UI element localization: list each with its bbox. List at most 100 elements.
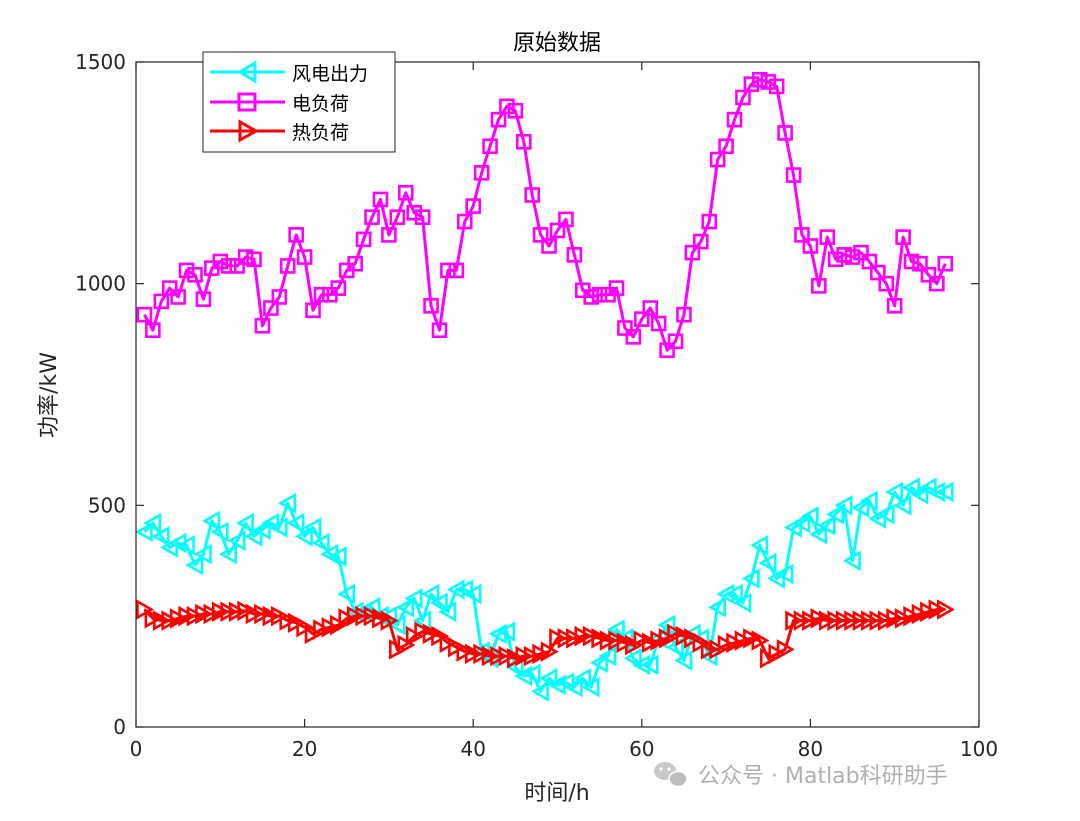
legend-marker-electric — [237, 92, 257, 112]
y-tick-label: 0 — [113, 715, 126, 739]
data-point-wind — [463, 583, 482, 605]
data-point-heat — [237, 600, 256, 622]
data-point-heat — [835, 610, 854, 631]
data-point-electric — [490, 111, 507, 128]
data-point-heat — [582, 625, 601, 647]
data-point-heat — [574, 625, 593, 647]
data-point-heat — [776, 639, 795, 660]
data-point-wind — [885, 481, 904, 503]
data-point-heat — [220, 601, 239, 622]
watermark: 公众号 · Matlab科研助手 — [654, 762, 948, 789]
data-point-heat — [818, 610, 837, 631]
data-point-wind — [581, 676, 600, 698]
data-point-electric — [220, 258, 237, 274]
data-point-wind — [606, 619, 625, 640]
data-point-heat — [431, 625, 450, 647]
data-point-wind — [623, 648, 642, 669]
data-point-electric — [229, 258, 245, 274]
data-point-heat — [658, 628, 677, 649]
data-point-electric — [254, 317, 271, 334]
data-point-electric — [237, 249, 254, 265]
data-point-heat — [330, 614, 348, 636]
data-point-heat — [869, 610, 888, 631]
data-point-wind — [640, 654, 659, 676]
data-point-wind — [219, 543, 238, 565]
data-point-electric — [735, 89, 751, 106]
data-point-heat — [726, 632, 745, 654]
data-point-electric — [381, 227, 397, 243]
data-point-electric — [541, 238, 557, 254]
data-point-wind — [337, 583, 356, 605]
data-point-wind — [716, 583, 735, 605]
data-point-electric — [364, 209, 380, 225]
data-point-electric — [667, 333, 684, 350]
data-point-wind — [185, 554, 204, 576]
data-point-electric — [811, 278, 827, 294]
data-point-wind — [328, 546, 347, 567]
data-point-wind — [598, 645, 617, 667]
data-point-electric — [861, 253, 878, 270]
data-point-wind — [842, 550, 861, 571]
data-point-heat — [684, 628, 703, 649]
legend-marker-wind — [237, 60, 257, 84]
legend-entry-electric: 电负荷 — [210, 92, 349, 115]
data-point-electric — [524, 187, 541, 203]
data-point-electric — [617, 320, 633, 336]
data-point-heat — [287, 612, 306, 634]
x-axis-label: 时间/h — [524, 781, 589, 806]
data-point-electric — [136, 306, 153, 323]
legend-label-electric: 电负荷 — [292, 93, 349, 115]
data-point-electric — [355, 231, 372, 248]
data-point-electric — [153, 293, 170, 310]
data-point-heat — [136, 599, 155, 620]
legend-entry-wind: 风电出力 — [210, 60, 368, 85]
data-point-wind — [210, 521, 229, 543]
data-point-electric — [271, 289, 288, 305]
data-point-wind — [412, 610, 431, 631]
data-point-wind — [522, 663, 541, 685]
data-point-wind — [438, 601, 457, 622]
data-point-heat — [456, 641, 475, 662]
data-point-heat — [625, 634, 643, 656]
data-point-heat — [616, 632, 635, 654]
x-axis-ticks: 0 20 40 60 80 100 — [130, 62, 998, 761]
data-point-heat — [793, 610, 812, 631]
data-point-heat — [405, 625, 424, 647]
data-point-heat — [903, 605, 922, 627]
data-point-heat — [169, 608, 188, 629]
watermark-text: 公众号 · Matlab科研助手 — [698, 764, 948, 789]
data-point-heat — [195, 603, 214, 625]
data-point-electric — [499, 98, 515, 115]
data-point-wind — [286, 512, 305, 534]
data-point-electric — [701, 213, 718, 230]
data-point-heat — [161, 610, 180, 631]
x-tick-label: 40 — [460, 737, 485, 761]
series-layer — [134, 71, 955, 702]
data-point-heat — [490, 645, 509, 667]
data-point-electric — [827, 251, 844, 268]
data-point-heat — [785, 610, 804, 631]
data-point-heat — [203, 603, 222, 625]
data-point-electric — [296, 249, 313, 265]
data-point-electric — [794, 227, 810, 243]
data-point-electric — [465, 198, 482, 214]
wechat-icon — [654, 762, 688, 788]
data-point-heat — [245, 603, 264, 625]
data-point-electric — [583, 289, 600, 305]
data-point-electric — [305, 302, 321, 319]
data-point-electric — [591, 286, 608, 303]
data-point-wind — [826, 503, 844, 525]
legend: 风电出力 电负荷 热负荷 — [202, 51, 396, 153]
data-point-heat — [279, 610, 298, 631]
data-point-heat — [852, 610, 871, 631]
data-point-electric — [187, 266, 203, 283]
data-point-heat — [911, 603, 930, 625]
data-point-electric — [718, 138, 734, 155]
x-tick-label: 0 — [130, 737, 143, 761]
data-point-wind — [278, 492, 297, 514]
y-tick-label: 500 — [88, 493, 126, 517]
data-point-heat — [422, 623, 441, 645]
data-point-electric — [347, 255, 363, 272]
data-point-heat — [928, 599, 947, 620]
data-point-heat — [692, 632, 711, 654]
